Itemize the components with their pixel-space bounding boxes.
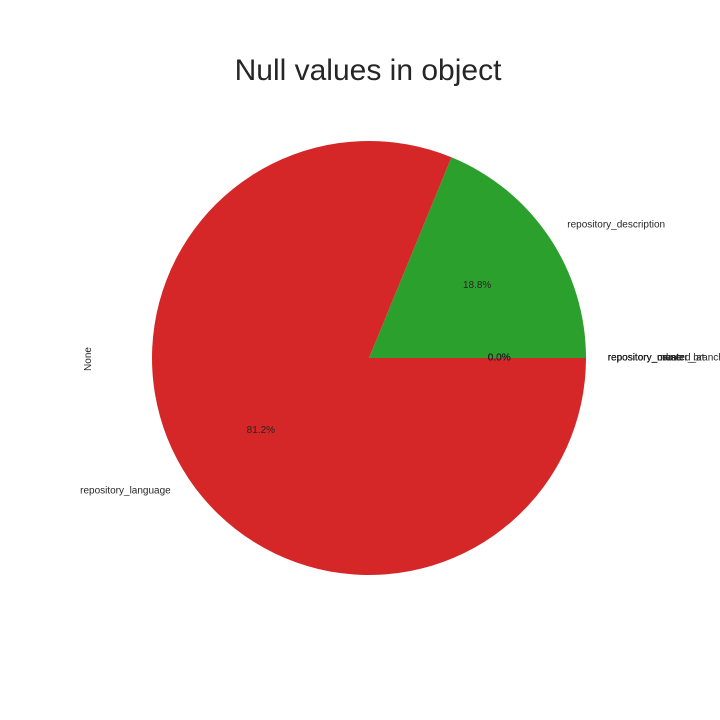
y-axis-label: None xyxy=(83,347,94,371)
pie-slice-repository-description xyxy=(369,157,586,358)
category-label-repository-created-at: repository_created_at xyxy=(608,353,705,364)
category-label-repository-name: repository_name xyxy=(608,353,683,364)
category-label-repository-url: repository_url xyxy=(608,353,669,364)
chart-title: Null values in object xyxy=(235,54,502,87)
pie-slice-repository-language xyxy=(152,140,586,575)
category-labels: repository_created_at repository_descript… xyxy=(80,220,720,497)
category-label-repository-owner: repository_owner xyxy=(608,353,685,364)
category-label-repository-master-branch: repository_master_branch xyxy=(608,353,720,364)
percent-label-repository-created-at: 0.0% xyxy=(488,353,511,364)
percent-label-repository-owner: 0.0% xyxy=(488,353,511,364)
percent-label-repository-master-branch: 0.0% xyxy=(488,353,511,364)
category-label-repository-language: repository_language xyxy=(80,485,171,496)
percent-label-repository-language: 81.2% xyxy=(247,425,275,436)
percent-label-repository-name: 0.0% xyxy=(488,353,511,364)
percent-label-repository-description: 18.8% xyxy=(463,280,491,291)
percent-labels: 0.0%18.8%81.2%0.0%0.0%0.0%0.0% xyxy=(247,280,511,436)
pie-slices xyxy=(152,140,586,575)
category-label-repository-description: repository_description xyxy=(567,220,665,231)
percent-label-repository-url: 0.0% xyxy=(488,353,511,364)
